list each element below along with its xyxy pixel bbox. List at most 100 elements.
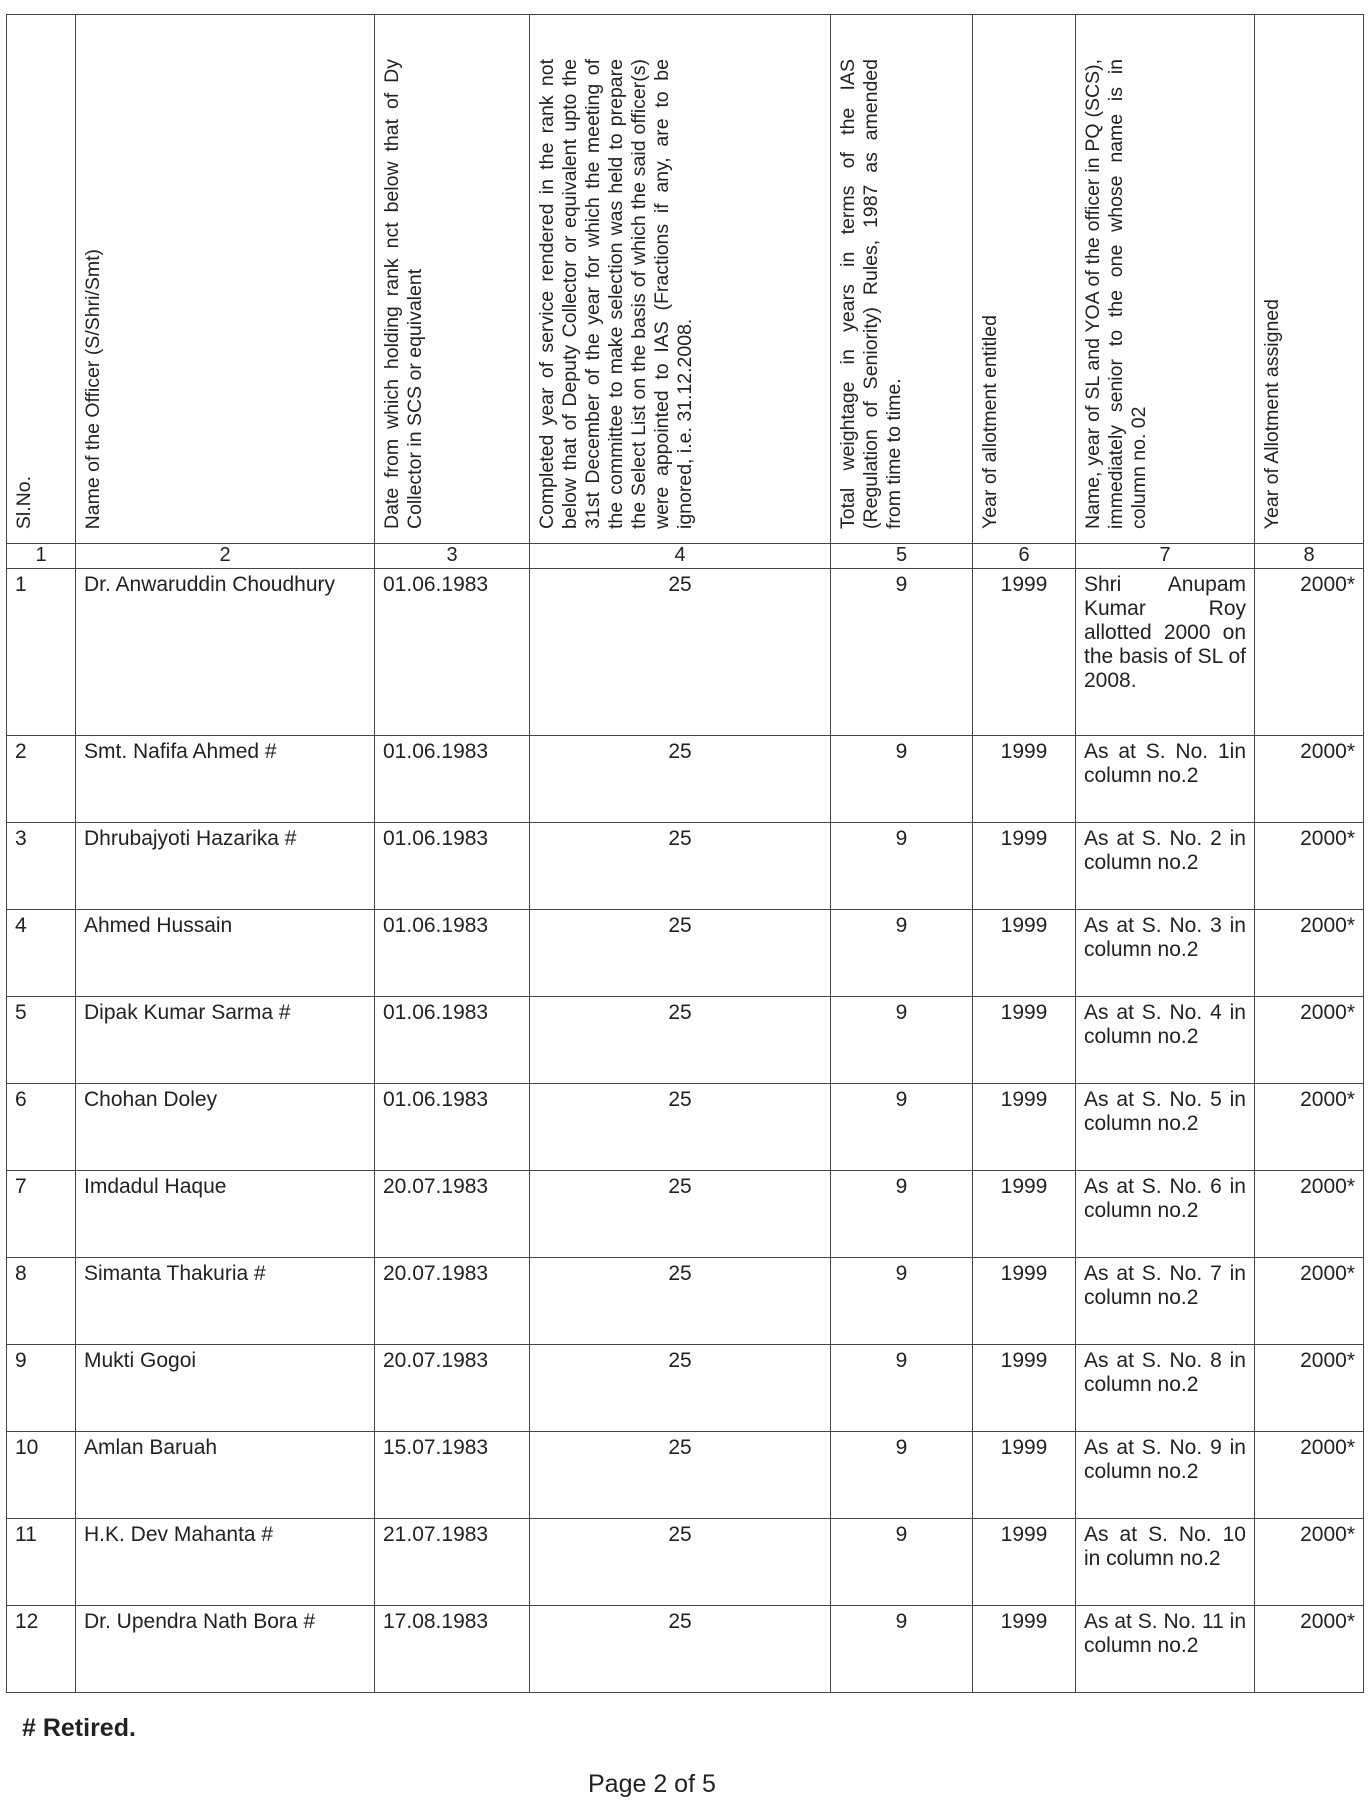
- column-number: 6: [972, 543, 1076, 569]
- table-row: 12 Dr. Upendra Nath Bora #17.08.1983 25 9 19…: [6, 1605, 1364, 1693]
- cell-assigned: 2000*: [1254, 1170, 1364, 1258]
- cell-weightage: 9: [830, 1344, 973, 1432]
- cell-years: 25: [529, 1083, 831, 1171]
- cell-senior: As at S. No. 1in column no.2: [1075, 735, 1255, 823]
- cell-sl: 10: [6, 1431, 76, 1519]
- column-header: Completed year of service rendered in th…: [529, 14, 831, 544]
- cell-entitled: 1999: [972, 568, 1076, 736]
- column-header-text: Sl.No.: [13, 475, 35, 529]
- cell-years: 25: [529, 1344, 831, 1432]
- table-row: 7 Imdadul Haque 20.07.1983 25 9 1999 As at S. …: [6, 1170, 1364, 1258]
- cell-senior: As at S. No. 11 in column no.2: [1075, 1605, 1255, 1693]
- column-number: 5: [830, 543, 973, 569]
- cell-sl: 12: [6, 1605, 76, 1693]
- column-header-text: Year of allotment entitled: [979, 315, 1001, 529]
- cell-name: Chohan Doley: [75, 1083, 375, 1171]
- cell-assigned: 2000*: [1254, 1344, 1364, 1432]
- cell-assigned: 2000*: [1254, 1605, 1364, 1693]
- table-row: 5 Dipak Kumar Sarma #01.06.1983 25 9 1999 As …: [6, 996, 1364, 1084]
- cell-date: 20.07.1983: [374, 1170, 530, 1258]
- cell-date: 21.07.1983: [374, 1518, 530, 1606]
- table-row: 9 Mukti Gogoi 20.07.1983 25 9 1999 As at S. No…: [6, 1344, 1364, 1432]
- cell-entitled: 1999: [972, 909, 1076, 997]
- column-header: Sl.No.: [6, 14, 76, 544]
- cell-entitled: 1999: [972, 996, 1076, 1084]
- cell-name: Dr. Anwaruddin Choudhury: [75, 568, 375, 736]
- cell-sl: 5: [6, 996, 76, 1084]
- cell-sl: 8: [6, 1257, 76, 1345]
- cell-years: 25: [529, 996, 831, 1084]
- cell-senior: As at S. No. 10 in column no.2: [1075, 1518, 1255, 1606]
- cell-date: 01.06.1983: [374, 568, 530, 736]
- cell-date: 17.08.1983: [374, 1605, 530, 1693]
- column-header: Total weightage in years in terms of the…: [830, 14, 973, 544]
- table-row: 1 Dr. Anwaruddin Choudhury 01.06.1983 25 9 19…: [6, 568, 1364, 736]
- cell-name: Dipak Kumar Sarma #: [75, 996, 375, 1084]
- cell-sl: 1: [6, 568, 76, 736]
- cell-assigned: 2000*: [1254, 822, 1364, 910]
- header-row: Sl.No. Name of the Officer (S/Shri/Smt) Da…: [6, 14, 1364, 544]
- column-header-text: Year of Allotment assigned: [1261, 298, 1283, 529]
- table-row: 11 H.K. Dev Mahanta #21.07.1983 25 9 1999 As …: [6, 1518, 1364, 1606]
- cell-years: 25: [529, 1431, 831, 1519]
- cell-name: Dr. Upendra Nath Bora #: [75, 1605, 375, 1693]
- cell-date: 20.07.1983: [374, 1344, 530, 1432]
- column-number: 3: [374, 543, 530, 569]
- column-number: 7: [1075, 543, 1255, 569]
- cell-years: 25: [529, 735, 831, 823]
- cell-name: Imdadul Haque: [75, 1170, 375, 1258]
- column-header-text: Date from which holding rank nct below t…: [381, 59, 426, 529]
- cell-senior: As at S. No. 4 in column no.2: [1075, 996, 1255, 1084]
- cell-weightage: 9: [830, 1518, 973, 1606]
- cell-date: 15.07.1983: [374, 1431, 530, 1519]
- cell-weightage: 9: [830, 996, 973, 1084]
- cell-senior: As at S. No. 6 in column no.2: [1075, 1170, 1255, 1258]
- cell-assigned: 2000*: [1254, 996, 1364, 1084]
- cell-assigned: 2000*: [1254, 909, 1364, 997]
- column-header: Year of Allotment assigned: [1254, 14, 1364, 544]
- cell-years: 25: [529, 822, 831, 910]
- cell-assigned: 2000*: [1254, 1518, 1364, 1606]
- cell-entitled: 1999: [972, 1170, 1076, 1258]
- cell-weightage: 9: [830, 822, 973, 910]
- cell-date: 01.06.1983: [374, 909, 530, 997]
- table-row: 3 Dhrubajyoti Hazarika #01.06.1983 25 9 1999…: [6, 822, 1364, 910]
- allotment-table: Sl.No. Name of the Officer (S/Shri/Smt) Da…: [6, 14, 1364, 1693]
- cell-senior: As at S. No. 5 in column no.2: [1075, 1083, 1255, 1171]
- table-row: 2 Smt. Nafifa Ahmed #01.06.1983 25 9 1999 As …: [6, 735, 1364, 823]
- cell-entitled: 1999: [972, 1518, 1076, 1606]
- column-number: 8: [1254, 543, 1364, 569]
- table-row: 8 Simanta Thakuria #20.07.1983 25 9 1999 As a…: [6, 1257, 1364, 1345]
- cell-senior: Shri Anupam Kumar Roy allotted 2000 on t…: [1075, 568, 1255, 736]
- cell-years: 25: [529, 909, 831, 997]
- cell-weightage: 9: [830, 1605, 973, 1693]
- column-number: 4: [529, 543, 831, 569]
- cell-assigned: 2000*: [1254, 1431, 1364, 1519]
- table-row: 6 Chohan Doley 01.06.1983 25 9 1999 As at S. N…: [6, 1083, 1364, 1171]
- cell-entitled: 1999: [972, 822, 1076, 910]
- page-number: Page 2 of 5: [588, 1770, 716, 1798]
- cell-years: 25: [529, 1170, 831, 1258]
- cell-name: Smt. Nafifa Ahmed #: [75, 735, 375, 823]
- cell-weightage: 9: [830, 909, 973, 997]
- column-header-text: Name, year of SL and YOA of the officer …: [1082, 59, 1150, 529]
- cell-sl: 7: [6, 1170, 76, 1258]
- cell-entitled: 1999: [972, 1344, 1076, 1432]
- cell-assigned: 2000*: [1254, 1083, 1364, 1171]
- cell-sl: 3: [6, 822, 76, 910]
- cell-senior: As at S. No. 2 in column no.2: [1075, 822, 1255, 910]
- cell-years: 25: [529, 1605, 831, 1693]
- cell-weightage: 9: [830, 735, 973, 823]
- cell-name: Mukti Gogoi: [75, 1344, 375, 1432]
- cell-weightage: 9: [830, 1257, 973, 1345]
- cell-entitled: 1999: [972, 1257, 1076, 1345]
- cell-sl: 6: [6, 1083, 76, 1171]
- cell-entitled: 1999: [972, 1083, 1076, 1171]
- cell-name: H.K. Dev Mahanta #: [75, 1518, 375, 1606]
- cell-name: Simanta Thakuria #: [75, 1257, 375, 1345]
- cell-sl: 11: [6, 1518, 76, 1606]
- column-header-text: Total weightage in years in terms of the…: [837, 59, 905, 529]
- cell-name: Dhrubajyoti Hazarika #: [75, 822, 375, 910]
- cell-assigned: 2000*: [1254, 568, 1364, 736]
